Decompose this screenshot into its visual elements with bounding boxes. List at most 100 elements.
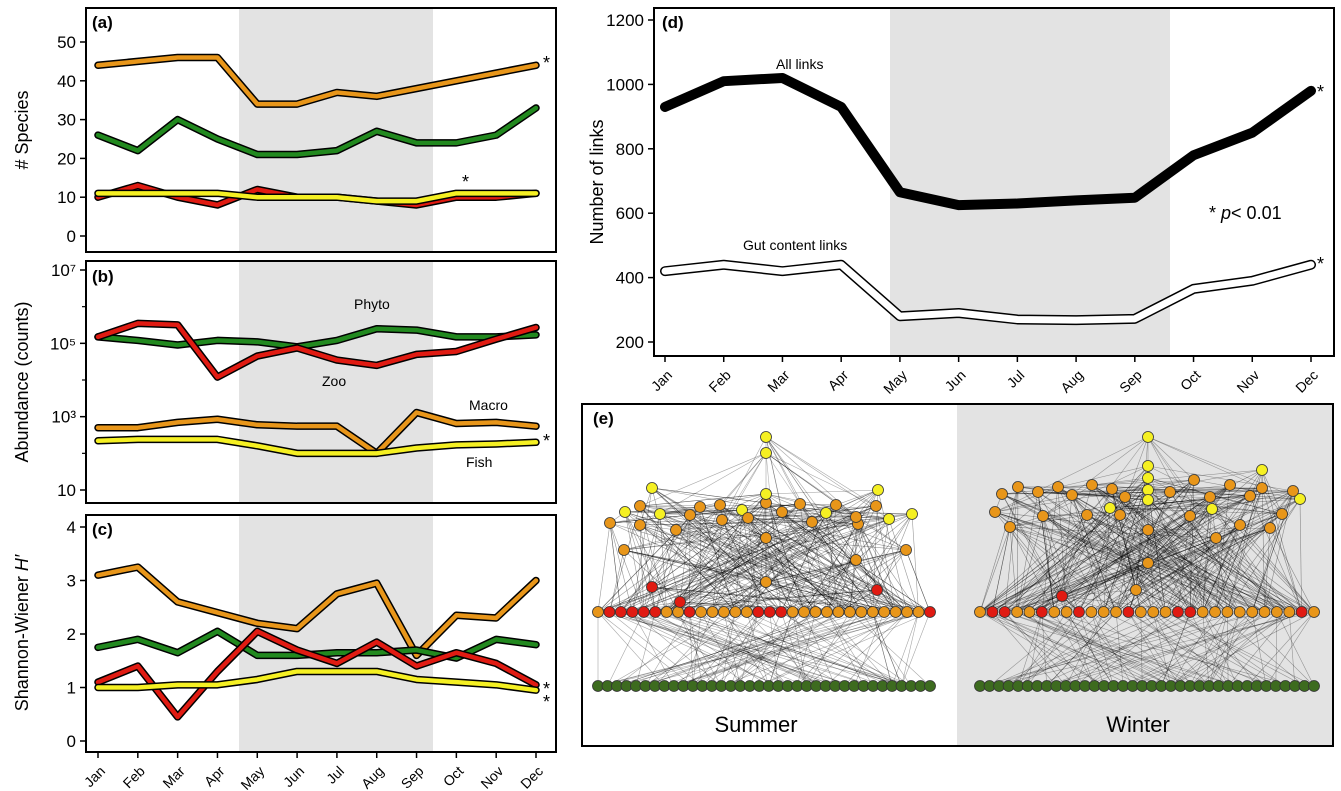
all-links-star: * <box>1317 82 1324 102</box>
summer-upper-node <box>714 499 726 511</box>
summer-link <box>624 511 679 613</box>
panel-c-x-ticks: Jan Feb Mar Apr May Jun Jul Aug Sep Oct Nov Dec <box>81 752 546 791</box>
summer-link <box>747 517 907 551</box>
winter-mid-node <box>1060 606 1073 618</box>
winter-mid-node <box>1011 606 1024 618</box>
panel-c-x-tick-label: Jun <box>280 763 307 790</box>
summer-link <box>666 611 826 687</box>
panel-d-y-tick-label: 600 <box>616 204 644 223</box>
panel-a-fish-point <box>494 191 498 195</box>
panel-c-macro-point <box>215 611 220 615</box>
winter-link <box>994 511 1290 613</box>
summer-link <box>677 611 722 687</box>
winter-link <box>1042 515 1203 613</box>
summer-link <box>679 521 813 603</box>
panel-a-phyto-point <box>335 149 339 153</box>
panel-b: 10 10³ 10⁵ 10⁷ * (b) Abundance (counts) Phy… <box>12 260 557 504</box>
panel-b-macro-point <box>215 417 220 421</box>
winter-link <box>1177 611 1286 687</box>
panel-d-x-tick-label: Jul <box>1004 367 1028 391</box>
panel-c-y-tick-label: 2 <box>67 625 76 644</box>
winter-link <box>1029 490 1294 613</box>
winter-link <box>1189 611 1265 687</box>
panel-b-phyto-point <box>534 333 538 337</box>
winter-link <box>1042 484 1093 517</box>
panel-b-phyto-line <box>95 326 539 350</box>
summer-link <box>679 514 691 603</box>
panel-d-y-tick-label: 200 <box>616 333 644 352</box>
summer-basal-node <box>924 680 936 692</box>
all-links-label: All links <box>776 56 823 72</box>
summer-top-node <box>760 431 772 443</box>
summer-link <box>781 611 902 687</box>
summer-link <box>803 549 907 613</box>
summer-link <box>719 452 767 506</box>
winter-link <box>1066 611 1095 687</box>
winter-link <box>1042 515 1055 613</box>
winter-link <box>979 611 1238 687</box>
summer-link <box>849 559 857 613</box>
winter-link <box>994 486 1059 513</box>
winter-link <box>1189 611 1290 687</box>
summer-link <box>639 505 725 613</box>
summer-link <box>723 611 788 687</box>
summer-link <box>645 611 690 687</box>
summer-link <box>655 505 877 613</box>
summer-mid-node <box>718 606 730 618</box>
winter-link <box>979 486 1019 613</box>
summer-link <box>765 518 890 583</box>
winter-link <box>1147 436 1301 500</box>
winter-link <box>1151 611 1228 687</box>
summer-link <box>677 489 879 613</box>
summer-upper-node <box>736 504 748 516</box>
panel-b-fish-point <box>454 443 458 447</box>
summer-link <box>639 524 677 531</box>
summer-link <box>765 436 857 561</box>
all-links-point <box>1191 153 1196 158</box>
winter-link <box>979 514 1088 613</box>
winter-link <box>1128 611 1181 687</box>
summer-link <box>632 513 913 613</box>
winter-link <box>1147 529 1228 613</box>
summer-link <box>712 511 783 613</box>
summer-mid-node <box>706 606 719 618</box>
summer-link <box>639 493 767 507</box>
panel-c-x-tick-label: Feb <box>120 763 149 791</box>
winter-link <box>1211 508 1290 613</box>
panel-b-macro-point <box>295 424 299 428</box>
winter-link <box>1016 465 1149 613</box>
panel-a-macro-point <box>255 102 259 106</box>
summer-link <box>639 505 862 613</box>
summer-link <box>803 611 836 687</box>
winter-link <box>1009 526 1055 613</box>
winter-link <box>1170 611 1253 687</box>
winter-link <box>1227 611 1229 687</box>
panel-a-y-ticks: 0 10 20 30 40 50 <box>57 33 86 246</box>
panel-c-x-tick-label: Dec <box>517 763 546 791</box>
summer-link <box>597 505 877 613</box>
summer-link <box>659 493 767 515</box>
winter-link <box>1147 436 1191 517</box>
winter-link <box>979 507 1111 613</box>
summer-link <box>666 452 767 613</box>
winter-link <box>1017 611 1043 687</box>
winter-link <box>1071 494 1301 500</box>
summer-mid-node <box>695 606 707 618</box>
summer-link <box>651 516 857 588</box>
winter-link <box>989 611 1315 687</box>
winter-link <box>1115 491 1171 613</box>
summer-link <box>632 589 878 613</box>
summer-link <box>700 516 857 613</box>
panel-a-phyto-point <box>295 152 299 157</box>
winter-link <box>1190 537 1217 613</box>
winter-mid-node <box>1258 606 1271 618</box>
winter-link <box>1135 537 1217 591</box>
winter-upper-node <box>1142 484 1154 496</box>
winter-link <box>1001 493 1290 613</box>
summer-link <box>655 549 907 613</box>
panel-b-fish-point <box>375 451 379 455</box>
summer-link <box>643 513 661 613</box>
winter-link <box>1054 611 1191 687</box>
panel-c-y-tick-label: 3 <box>67 572 76 591</box>
